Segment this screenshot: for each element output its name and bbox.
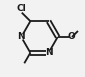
Text: N: N xyxy=(45,48,52,57)
Text: Cl: Cl xyxy=(16,4,26,13)
Text: N: N xyxy=(17,32,25,42)
Text: O: O xyxy=(67,32,75,42)
